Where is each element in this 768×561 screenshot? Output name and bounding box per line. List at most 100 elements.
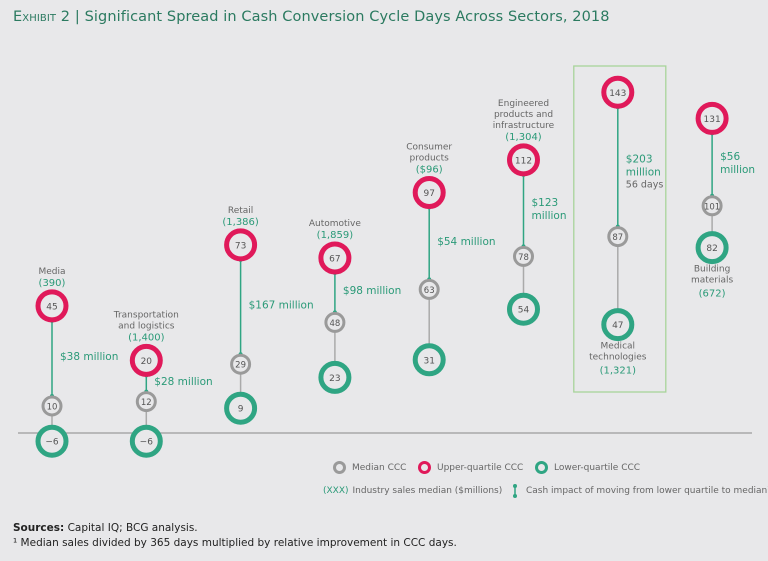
median-legend-icon: [333, 461, 346, 474]
chart-title: Exhibit 2 | Significant Spread in Cash C…: [13, 9, 610, 25]
lower-quartile-value: 9: [238, 405, 244, 415]
sector-name: Media: [38, 267, 65, 277]
legend-upper: Upper-quartile CCC: [418, 461, 523, 474]
upper-quartile-marker: [601, 75, 635, 109]
sources-text: Capital IQ; BCG analysis.: [64, 522, 198, 534]
sector-name: Medical: [601, 342, 635, 352]
lower-quartile-marker: [129, 424, 163, 458]
upper-quartile-value: 45: [46, 302, 57, 312]
sector-sales-median: (390): [39, 278, 66, 289]
sector-sales-median: (1,386): [222, 217, 259, 228]
legend-upper-label: Upper-quartile CCC: [437, 462, 524, 473]
sector-sales-median: (1,304): [505, 132, 542, 143]
upper-quartile-value: 97: [423, 189, 434, 199]
legend-cash: Cash impact of moving from lower quartil…: [512, 484, 768, 498]
median-value: 63: [424, 286, 435, 296]
median-marker: [701, 195, 723, 217]
upper-quartile-value: 131: [704, 115, 721, 125]
sector-name: Engineered: [498, 99, 549, 109]
cash-impact-label: million: [720, 164, 755, 176]
median-marker: [135, 391, 157, 413]
lower-quartile-value: −6: [140, 438, 154, 448]
legend-sales: (XXX) Industry sales median ($millions): [323, 486, 502, 496]
median-marker: [41, 395, 63, 417]
cash-impact-label: $28 million: [154, 376, 212, 388]
lower-quartile-value: 23: [329, 374, 340, 384]
sector-name: Building: [694, 265, 731, 275]
median-value: 101: [704, 202, 720, 212]
cash-impact-label: $54 million: [437, 236, 495, 248]
median-marker: [513, 245, 534, 267]
highlight-box: [573, 65, 667, 393]
median-marker: [324, 311, 346, 333]
lower-quartile-marker: [318, 360, 352, 394]
sector-sales-median: ($96): [416, 165, 443, 176]
lower-quartile-marker: [601, 308, 635, 342]
lower-quartile-value: 82: [706, 244, 717, 254]
upper-quartile-marker: [412, 176, 446, 210]
lower-quartile-marker: [507, 292, 540, 326]
cash-impact-label: $56: [720, 151, 740, 163]
sector-name: materials: [691, 276, 734, 286]
lower-quartile-value: 54: [518, 306, 530, 316]
cash-impact-label: $167 million: [249, 300, 314, 312]
sector-name: products and: [494, 110, 553, 120]
sector-name: infrastructure: [493, 121, 555, 131]
legend-sales-label: Industry sales median ($millions): [352, 486, 503, 496]
upper-quartile-marker: [129, 343, 163, 377]
upper-quartile-marker: [35, 289, 69, 323]
cash-impact-label: million: [626, 166, 661, 178]
median-value: 10: [47, 403, 58, 413]
upper-quartile-value: 67: [329, 254, 340, 264]
median-marker: [418, 278, 440, 300]
sector-sales-median: (1,400): [128, 332, 165, 343]
footnote: ¹ Median sales divided by 365 days multi…: [13, 537, 457, 549]
legend-cash-label: Cash impact of moving from lower quartil…: [526, 486, 768, 496]
upper-quartile-value: 143: [609, 89, 626, 99]
exhibit-label: Exhibit 2: [13, 9, 71, 25]
legend-sales-key: (XXX): [323, 486, 349, 496]
upper-quartile-marker: [318, 241, 352, 275]
median-marker: [230, 353, 252, 375]
sector-sales-median: (1,321): [600, 366, 637, 377]
lower-quartile-value: −6: [45, 438, 59, 448]
cash-days-note: 56 days: [626, 179, 664, 190]
sector-name: Retail: [228, 206, 253, 216]
upper-quartile-marker: [224, 228, 258, 262]
median-value: 48: [329, 319, 340, 329]
lower-quartile-marker: [412, 343, 446, 377]
lower-quartile-marker: [695, 231, 729, 265]
lower-quartile-marker: [35, 424, 69, 458]
lower-legend-icon: [535, 461, 548, 474]
sources-label: Sources:: [13, 522, 65, 534]
sector-name: and logistics: [118, 321, 175, 331]
cash-impact-icon: [513, 484, 517, 498]
title-separator: |: [74, 9, 80, 25]
sector-name: products: [410, 154, 450, 164]
upper-legend-icon: [418, 461, 431, 474]
upper-quartile-marker: [695, 101, 729, 135]
legend-median: Median CCC: [333, 461, 406, 474]
cash-impact-label: $38 million: [60, 351, 118, 363]
title-text: Significant Spread in Cash Conversion Cy…: [84, 9, 610, 25]
upper-quartile-value: 73: [235, 241, 246, 251]
lower-quartile-value: 47: [612, 321, 623, 331]
median-value: 29: [235, 361, 246, 371]
lower-quartile-value: 31: [423, 356, 434, 366]
median-marker: [607, 226, 629, 248]
cash-impact-label: $98 million: [343, 285, 401, 297]
cash-impact-label: $123: [532, 197, 559, 209]
legend-median-label: Median CCC: [352, 462, 407, 473]
sector-name: Transportation: [113, 310, 179, 320]
sector-sales-median: (672): [699, 289, 726, 300]
sector-sales-median: (1,859): [317, 230, 354, 241]
upper-quartile-value: 112: [515, 156, 532, 166]
sector-name: Automotive: [309, 219, 362, 229]
sources-note: Sources: Capital IQ; BCG analysis.: [13, 522, 198, 534]
legend-lower-label: Lower-quartile CCC: [554, 462, 641, 473]
median-value: 87: [612, 233, 623, 243]
sector-name: technologies: [589, 353, 647, 363]
legend-lower: Lower-quartile CCC: [535, 461, 640, 474]
lower-quartile-marker: [224, 391, 258, 425]
